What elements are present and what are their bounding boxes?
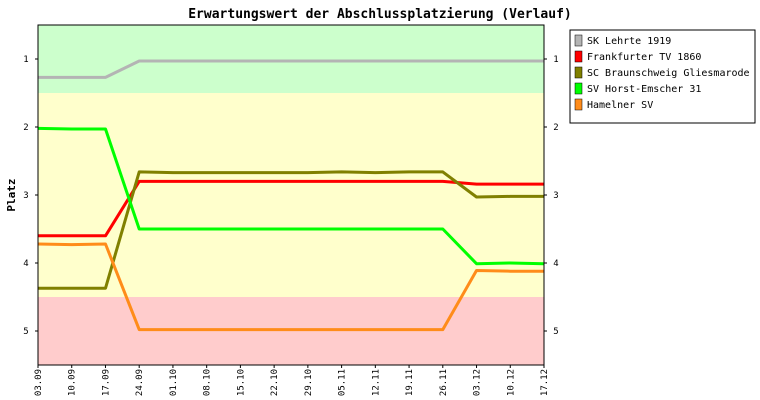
legend-label-0: SK Lehrte 1919 — [587, 36, 671, 47]
plot-frame — [37, 24, 545, 366]
legend-label-4: Hamelner SV — [587, 100, 653, 111]
y-tick-label-right: 1 — [553, 55, 558, 65]
legend-label-2: SC Braunschweig Gliesmarode — [587, 68, 750, 79]
x-tick-label: 10.12 — [506, 369, 516, 396]
legend-swatch-3 — [574, 82, 583, 95]
x-tick-label: 03.09 — [34, 369, 44, 396]
x-tick-label: 26.11 — [439, 369, 449, 396]
axes: 1 1 2 2 3 3 4 4 5 5 03.09 10.09 17.09 24.09 01.10 08.10… — [23, 55, 558, 396]
x-tick-label: 19.11 — [405, 369, 415, 396]
rank-bands — [38, 25, 544, 365]
y-tick-label-left: 2 — [23, 123, 28, 133]
x-tick-label: 08.10 — [203, 369, 213, 396]
x-tick-label: 17.12 — [540, 369, 550, 396]
y-tick-label-left: 3 — [23, 191, 28, 201]
legend-box — [569, 29, 756, 124]
legend-label-3: SV Horst-Emscher 31 — [587, 84, 701, 95]
legend-swatch-4 — [574, 98, 583, 111]
x-tick-label: 24.09 — [135, 369, 145, 396]
y-tick-label-right: 3 — [553, 191, 558, 201]
y-axis-label: Platz — [5, 178, 18, 211]
legend: SK Lehrte 1919 Frankfurter TV 1860 SC Brau… — [569, 29, 756, 124]
x-tick-label: 01.10 — [169, 369, 179, 396]
x-tick-label: 10.09 — [68, 369, 78, 396]
series-lines — [37, 59, 545, 332]
x-tick-label: 15.10 — [236, 369, 246, 396]
x-tick-label: 03.12 — [473, 369, 483, 396]
series-line-4 — [37, 242, 544, 332]
y-tick-label-left: 5 — [23, 327, 28, 337]
x-tick-label: 05.11 — [338, 369, 348, 396]
legend-swatch-2 — [574, 66, 583, 79]
y-tick-label-left: 1 — [23, 55, 28, 65]
y-tick-label-right: 2 — [553, 123, 558, 133]
series-line-3 — [37, 126, 545, 266]
series-line-0 — [38, 59, 544, 79]
x-tick-label: 29.10 — [304, 369, 314, 396]
y-tick-label-left: 4 — [23, 259, 28, 269]
y-tick-label-right: 4 — [553, 259, 558, 269]
x-tick-label: 12.11 — [371, 369, 381, 396]
legend-swatch-1 — [574, 50, 583, 63]
series-line-2 — [38, 170, 544, 290]
band-1 — [38, 93, 544, 297]
legend-swatch-0 — [574, 34, 583, 47]
x-tick-label: 17.09 — [101, 369, 111, 396]
y-tick-label-right: 5 — [553, 327, 558, 337]
x-tick-label: 22.10 — [270, 369, 280, 396]
legend-label-1: Frankfurter TV 1860 — [587, 52, 701, 63]
chart-title: Erwartungswert der Abschlussplatzierung … — [188, 7, 572, 22]
band-0 — [38, 25, 544, 93]
